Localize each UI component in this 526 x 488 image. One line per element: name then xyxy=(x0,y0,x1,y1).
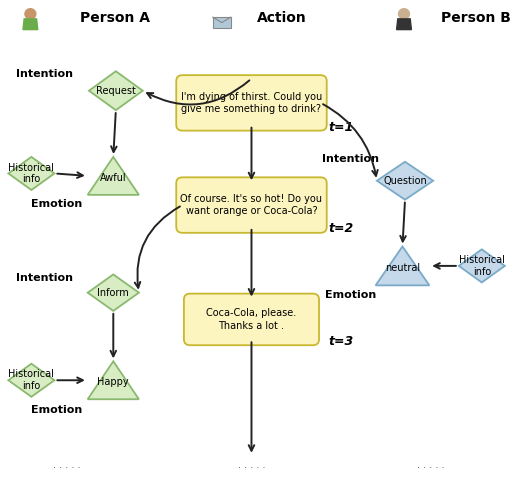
Polygon shape xyxy=(377,162,433,200)
FancyBboxPatch shape xyxy=(184,294,319,345)
Polygon shape xyxy=(88,157,139,195)
Text: Historical
info: Historical info xyxy=(8,369,54,391)
Text: Emotion: Emotion xyxy=(32,199,83,208)
Text: Awful: Awful xyxy=(100,173,127,183)
Text: I'm dying of thirst. Could you
give me something to drink?: I'm dying of thirst. Could you give me s… xyxy=(181,92,322,114)
Polygon shape xyxy=(88,274,139,311)
Text: Historical
info: Historical info xyxy=(8,163,54,184)
Text: Emotion: Emotion xyxy=(32,406,83,415)
Text: · · · · ·: · · · · · xyxy=(417,463,444,473)
Text: Of course. It's so hot! Do you
want orange or Coca-Cola?: Of course. It's so hot! Do you want oran… xyxy=(180,194,322,216)
Text: Happy: Happy xyxy=(97,377,129,387)
Text: Historical
info: Historical info xyxy=(459,255,505,277)
Text: · · · · ·: · · · · · xyxy=(54,463,81,473)
Polygon shape xyxy=(88,361,139,399)
Text: t=3: t=3 xyxy=(328,335,353,348)
Text: Question: Question xyxy=(383,176,427,186)
Text: Person B: Person B xyxy=(441,11,511,25)
Polygon shape xyxy=(8,364,54,397)
Text: Intention: Intention xyxy=(16,273,73,283)
Polygon shape xyxy=(89,71,143,110)
Text: Request: Request xyxy=(96,86,136,96)
Polygon shape xyxy=(376,246,429,285)
FancyBboxPatch shape xyxy=(176,177,327,233)
Text: Action: Action xyxy=(257,11,306,25)
Circle shape xyxy=(25,9,36,19)
Text: neutral: neutral xyxy=(385,263,420,273)
Circle shape xyxy=(399,9,409,19)
Text: Coca-Cola, please.
Thanks a lot .: Coca-Cola, please. Thanks a lot . xyxy=(206,308,297,331)
Text: Intention: Intention xyxy=(322,154,379,164)
FancyBboxPatch shape xyxy=(213,17,231,28)
FancyBboxPatch shape xyxy=(176,75,327,131)
Text: Person A: Person A xyxy=(80,11,150,25)
Text: Emotion: Emotion xyxy=(325,290,376,300)
Text: t=2: t=2 xyxy=(328,222,353,235)
Text: · · · · ·: · · · · · xyxy=(238,463,265,473)
Polygon shape xyxy=(23,19,38,30)
Polygon shape xyxy=(8,157,54,190)
Text: t=1: t=1 xyxy=(328,121,353,134)
Text: Intention: Intention xyxy=(16,69,73,79)
Text: Inform: Inform xyxy=(97,287,129,298)
Polygon shape xyxy=(459,249,505,283)
Polygon shape xyxy=(397,19,411,30)
